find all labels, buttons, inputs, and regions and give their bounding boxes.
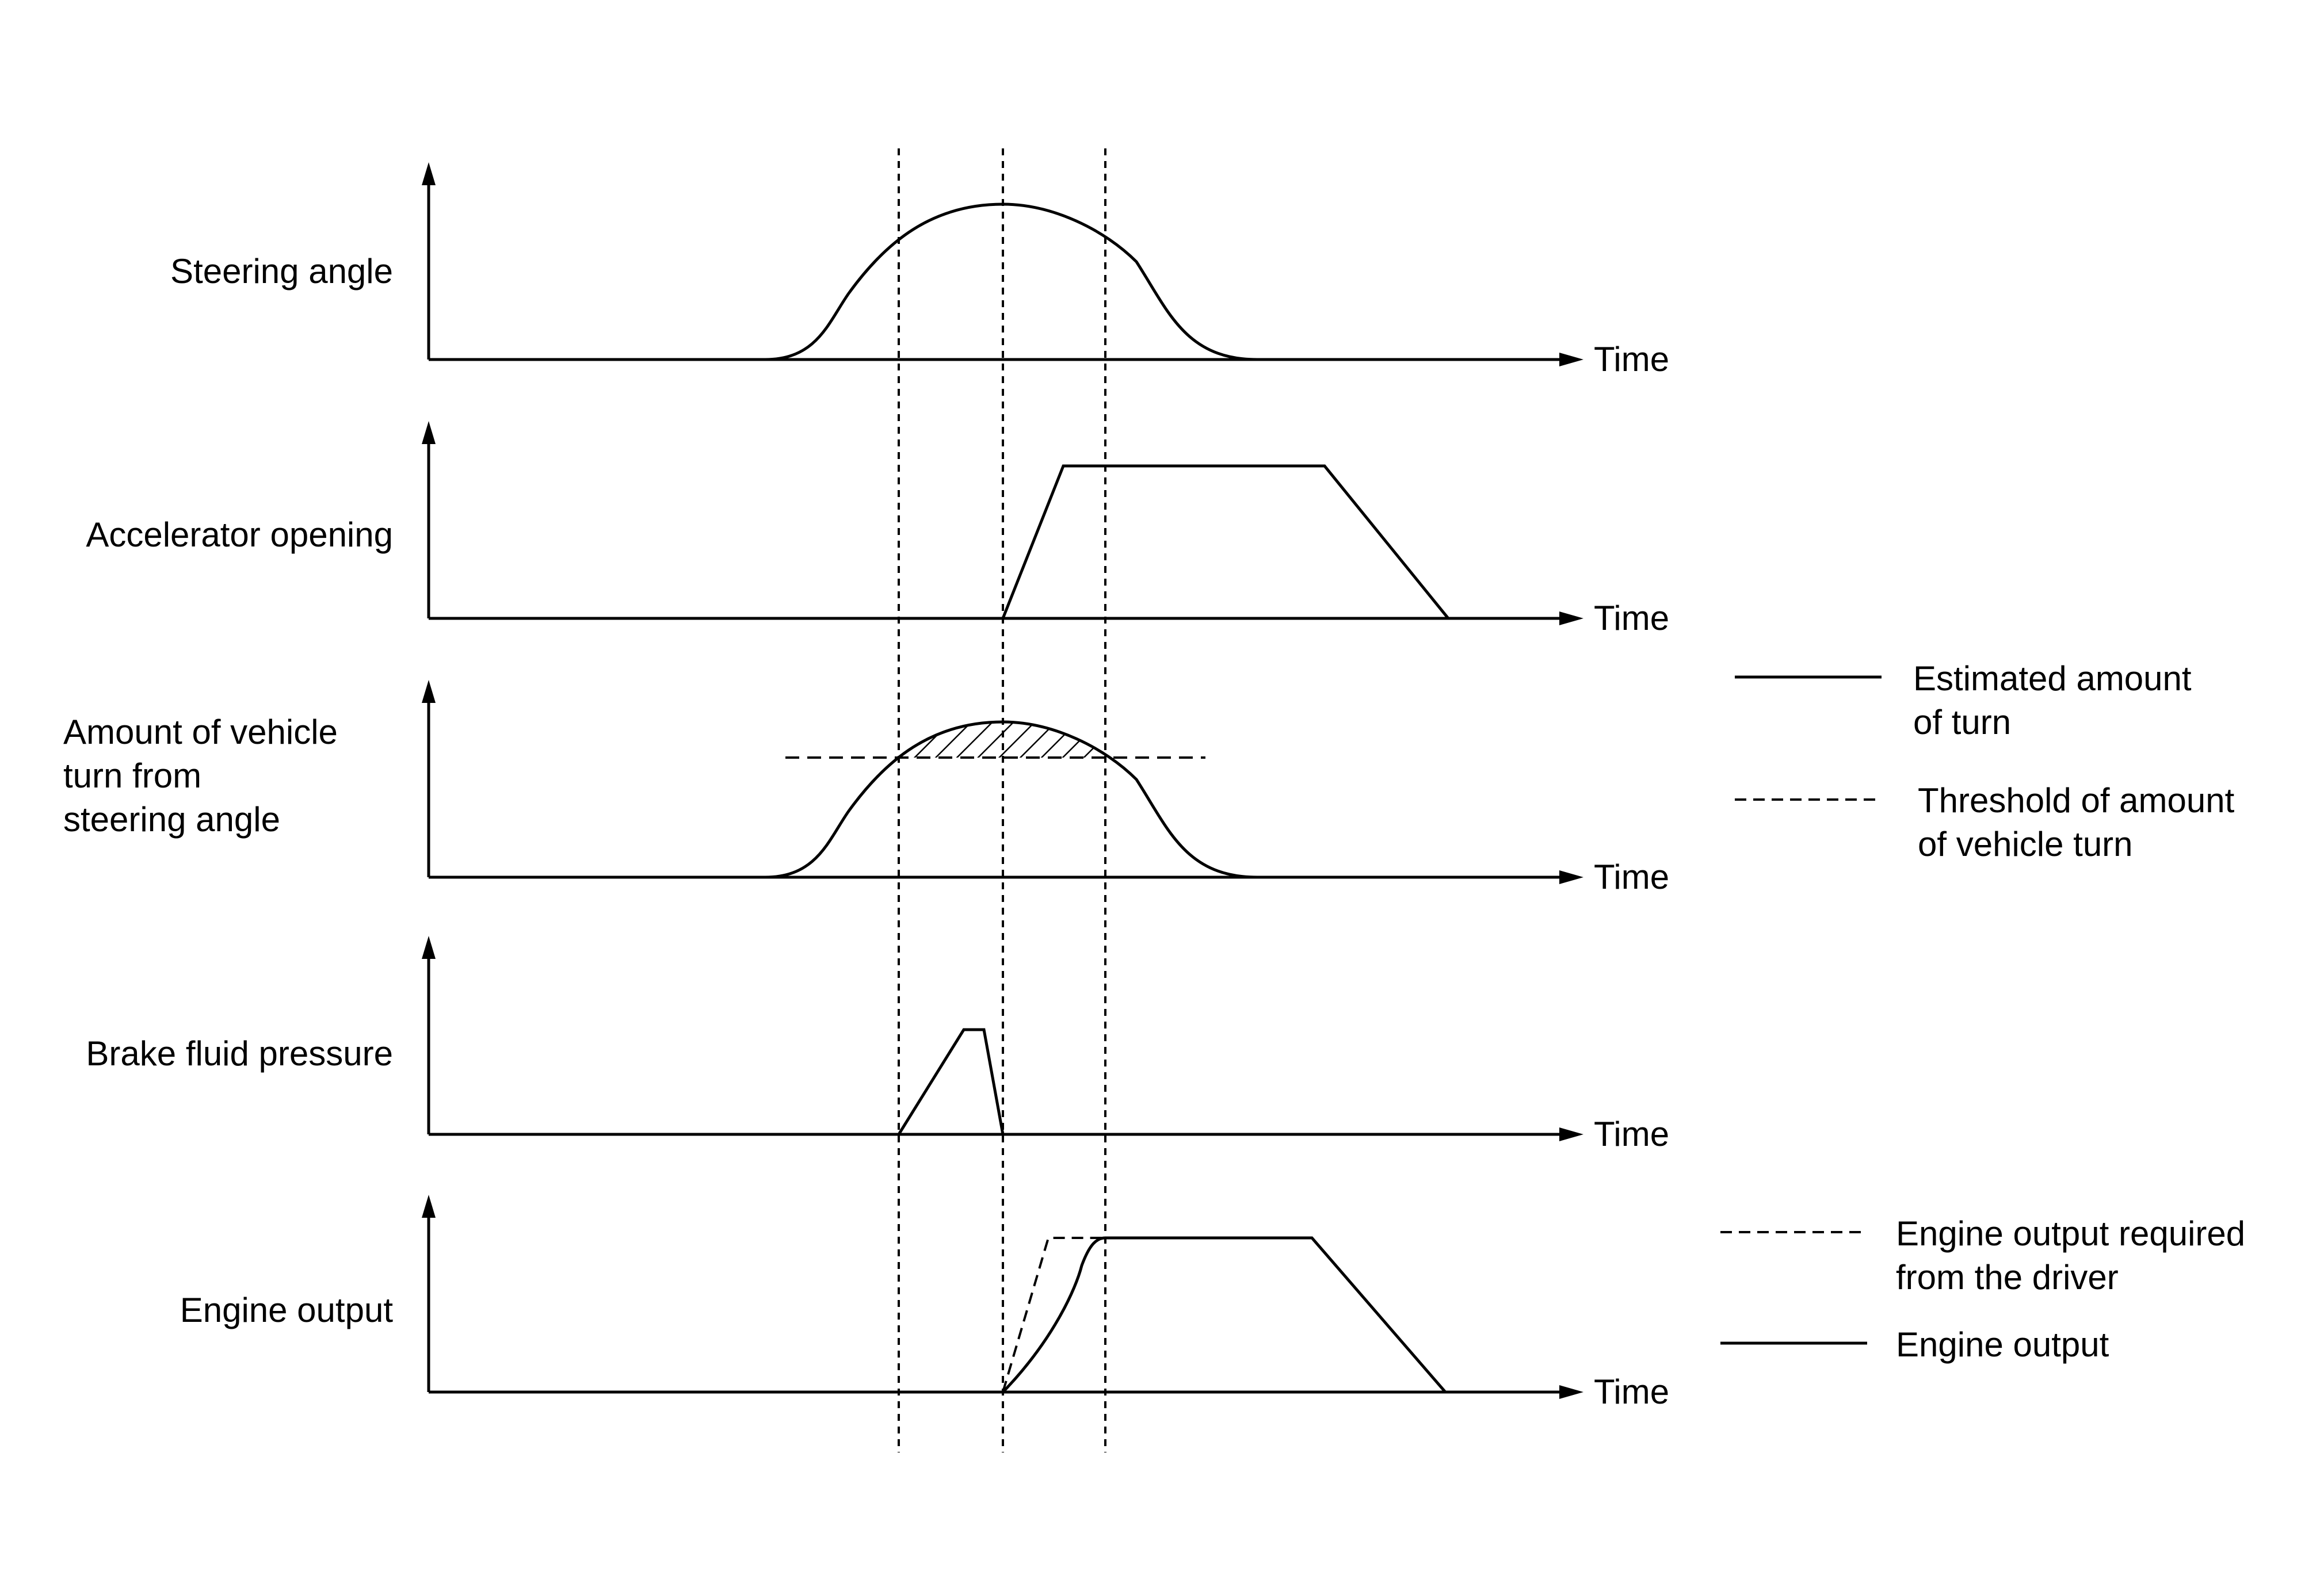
hatched-excess-region bbox=[898, 722, 1110, 758]
y-axis-arrow bbox=[422, 1195, 436, 1218]
y-axis-arrow bbox=[422, 936, 436, 959]
y-axis-arrow bbox=[422, 162, 436, 185]
x-axis-arrow bbox=[1559, 611, 1583, 625]
estimated-turn-curve bbox=[765, 720, 1258, 879]
steering-angle-curve bbox=[765, 202, 1258, 361]
brake-pressure-line bbox=[897, 1028, 1005, 1135]
panel-engine-output: Engine output Time bbox=[180, 1195, 1669, 1411]
accelerator-opening-line bbox=[1001, 464, 1449, 620]
legend-engine: Engine output required from the driver E… bbox=[1720, 1214, 2245, 1364]
panel-label: Accelerator opening bbox=[86, 515, 393, 554]
panel-brake-fluid-pressure: Brake fluid pressure Time bbox=[86, 936, 1669, 1153]
panel-steering-angle: Steering angle Time bbox=[170, 162, 1669, 378]
legend-label-line-2: of turn bbox=[1913, 703, 2011, 741]
y-axis-arrow bbox=[422, 680, 436, 703]
x-axis-arrow bbox=[1559, 870, 1583, 884]
panel-label: Brake fluid pressure bbox=[86, 1034, 393, 1073]
panel-vehicle-turn: Amount of vehicle turn from steering ang… bbox=[63, 680, 1669, 896]
time-axis-label: Time bbox=[1594, 1115, 1669, 1153]
panel-label-line-2: turn from bbox=[63, 756, 201, 795]
legend-label-line-2: from the driver bbox=[1896, 1258, 2119, 1297]
panel-accelerator-opening: Accelerator opening Time bbox=[86, 421, 1669, 637]
time-axis-label: Time bbox=[1594, 340, 1669, 378]
legend-turn: Estimated amount of turn Threshold of am… bbox=[1735, 659, 2235, 863]
panel-label: Steering angle bbox=[170, 252, 393, 290]
time-axis-label: Time bbox=[1594, 858, 1669, 896]
engine-output-required-line bbox=[1002, 1237, 1105, 1393]
time-axis-label: Time bbox=[1594, 599, 1669, 637]
panel-label-line-1: Amount of vehicle bbox=[63, 713, 338, 751]
legend-label-line-2: of vehicle turn bbox=[1918, 825, 2133, 863]
x-axis-arrow bbox=[1559, 353, 1583, 366]
legend-label-line-1: Engine output bbox=[1896, 1325, 2109, 1364]
legend-label-line-1: Estimated amount bbox=[1913, 659, 2192, 698]
x-axis-arrow bbox=[1559, 1127, 1583, 1141]
x-axis-arrow bbox=[1559, 1385, 1583, 1399]
panel-label-line-3: steering angle bbox=[63, 800, 280, 839]
time-axis-label: Time bbox=[1594, 1372, 1669, 1411]
panel-label: Engine output bbox=[180, 1291, 394, 1329]
legend-label-line-1: Threshold of amount bbox=[1918, 781, 2235, 820]
engine-output-line bbox=[1002, 1236, 1447, 1393]
y-axis-arrow bbox=[422, 421, 436, 444]
legend-label-line-1: Engine output required bbox=[1896, 1214, 2245, 1253]
